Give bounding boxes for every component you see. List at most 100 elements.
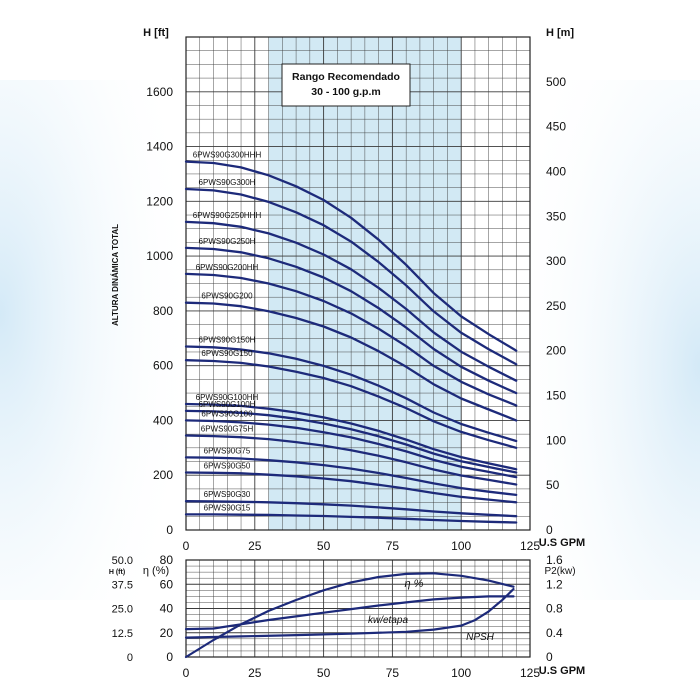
head-right-tick-label: 250 [546,299,566,313]
head-curve-label-6pws90g50: 6PWS90G50 [204,461,251,470]
head-curve-6pws90g150 [184,359,518,449]
npsh-curve-label: NPSH [466,632,495,643]
head-x-tick-label: 50 [317,539,331,553]
eta-curve-label: η % [405,578,424,590]
head-right-tick-label: 350 [546,209,566,223]
head-curve-label-6pws90g150: 6PWS90G150 [201,349,253,358]
head-right-tick-label: 200 [546,344,566,358]
npsh-axis-unit: H (ft) [109,569,125,576]
head-left-tick-label: 1600 [146,85,173,99]
efficiency-chart-ticks: 0 25 50 75 100 125 0 20 40 60 80 0 12.5 25.0 37.5 50.0 0… [112,553,563,680]
right-axis-unit: H [m] [546,27,574,39]
head-curve-label-6pws90g150h: 6PWS90G150H [199,335,256,344]
head-curve-label-6pws90g30: 6PWS90G30 [204,490,251,499]
head-curve-label-6pws90g100h: 6PWS90G100H [199,400,256,409]
efficiency-chart: 0 25 50 75 100 125 0 20 40 60 80 0 12.5 25.0 37.5 50.0 0… [109,553,585,680]
head-chart: 6PWS90G300HHH 6PWS90G300H 6PWS90G250HHH 6PW… [111,27,585,553]
npsh-tick-label: 12.5 [112,628,133,640]
efficiency-x-tick-label: 100 [451,666,471,680]
head-left-tick-label: 600 [153,359,173,373]
head-curve-6pws90g100h [184,409,518,474]
head-curve-6pws90g250h [184,246,518,395]
head-chart-frame [185,36,531,531]
head-right-tick-label: 50 [546,478,560,492]
head-left-tick-label: 0 [166,523,173,537]
head-curve-6pws90g300hhh [184,160,518,352]
head-x-tick-label: 75 [386,539,400,553]
head-right-tick-label: 400 [546,164,566,178]
head-right-tick-label: 100 [546,433,566,447]
head-curve-6pws90g100 [184,419,518,479]
power-curve-label: kw/etapa [368,615,408,626]
head-right-tick-label: 300 [546,254,566,268]
recommended-range-box: Rango Recomendado 30 - 100 g.p.m [281,63,411,107]
head-curve-label-6pws90g100: 6PWS90G100 [201,409,253,418]
head-curve-label-6pws90g100hh: 6PWS90G100HH [196,393,259,402]
y-axis-title: ALTURA DINÁMICA TOTAL [111,224,120,326]
head-curve-label-6pws90g250h: 6PWS90G250H [199,237,256,246]
head-curve-labels: 6PWS90G300HHH 6PWS90G300H 6PWS90G250HHH 6PW… [193,151,262,513]
head-x-tick-label: 125 [520,539,540,553]
head-curve-label-6pws90g300h: 6PWS90G300H [199,178,256,187]
efficiency-x-tick-label: 50 [317,666,331,680]
npsh-tick-label: 50.0 [112,555,133,567]
head-left-tick-label: 1400 [146,140,173,154]
eta-tick-label: 40 [160,602,174,616]
head-curve-6pws90g50 [184,471,518,504]
head-curve-6pws90g30 [184,500,518,518]
head-curve-6pws90g100hh [184,402,518,471]
head-curve-label-6pws90g300hhh: 6PWS90G300HHH [193,151,262,160]
head-curves [184,160,518,524]
power-curve [184,595,515,631]
head-left-tick-label: 400 [153,413,173,427]
head-x-axis-title: U.S GPM [539,537,585,549]
head-curve-label-6pws90g75h: 6PWS90G75H [201,425,254,434]
head-left-tick-label: 1200 [146,194,173,208]
head-right-tick-label: 150 [546,389,566,403]
efficiency-x-axis-title: U.S GPM [539,665,585,677]
head-curve-6pws90g250hhh [184,220,518,382]
head-x-tick-label: 0 [183,539,190,553]
head-curve-label-6pws90g250hhh: 6PWS90G250HHH [193,211,262,220]
efficiency-x-tick-label: 25 [248,666,262,680]
head-right-tick-label: 450 [546,120,566,134]
head-curve-6pws90g75h [184,434,518,486]
eta-tick-label: 80 [160,553,174,567]
power-tick-label: 0.8 [546,602,563,616]
recommended-range-line1: Rango Recomendado [292,71,400,83]
power-tick-label: 0 [546,650,553,664]
head-x-tick-label: 100 [451,539,471,553]
head-right-tick-label: 0 [546,523,553,537]
npsh-tick-label: 37.5 [112,579,133,591]
power-tick-label: 1.6 [546,553,563,567]
efficiency-chart-frame [185,559,531,658]
head-curve-label-6pws90g15: 6PWS90G15 [204,503,251,512]
npsh-tick-label: 0 [127,652,133,664]
head-curve-6pws90g200 [184,301,518,422]
head-curve-label-6pws90g75: 6PWS90G75 [204,446,251,455]
head-left-tick-label: 800 [153,304,173,318]
head-curve-6pws90g15 [184,513,518,524]
head-x-tick-label: 25 [248,539,262,553]
efficiency-x-tick-label: 125 [520,666,540,680]
head-curve-6pws90g300h [184,187,518,366]
background-glow-left [0,80,220,600]
head-curve-6pws90g150h [184,345,518,443]
power-tick-label: 1.2 [546,577,563,591]
head-curve-label-6pws90g200: 6PWS90G200 [201,292,253,301]
recommended-range-line2: 30 - 100 g.p.m [311,86,380,98]
efficiency-x-tick-label: 0 [183,666,190,680]
head-curve-6pws90g200hh [184,272,518,407]
eta-axis-unit: η (%) [143,565,169,577]
head-left-tick-label: 1000 [146,249,173,263]
efficiency-x-tick-label: 75 [386,666,400,680]
eta-tick-label: 60 [160,577,174,591]
head-curve-label-6pws90g200hh: 6PWS90G200HH [196,263,259,272]
left-axis-unit: H [ft] [143,27,169,39]
eta-tick-label: 20 [160,626,174,640]
background-glow-right [480,80,700,600]
head-left-tick-label: 200 [153,468,173,482]
power-axis-unit: P2(kw) [544,566,575,577]
efficiency-curves [184,572,515,659]
